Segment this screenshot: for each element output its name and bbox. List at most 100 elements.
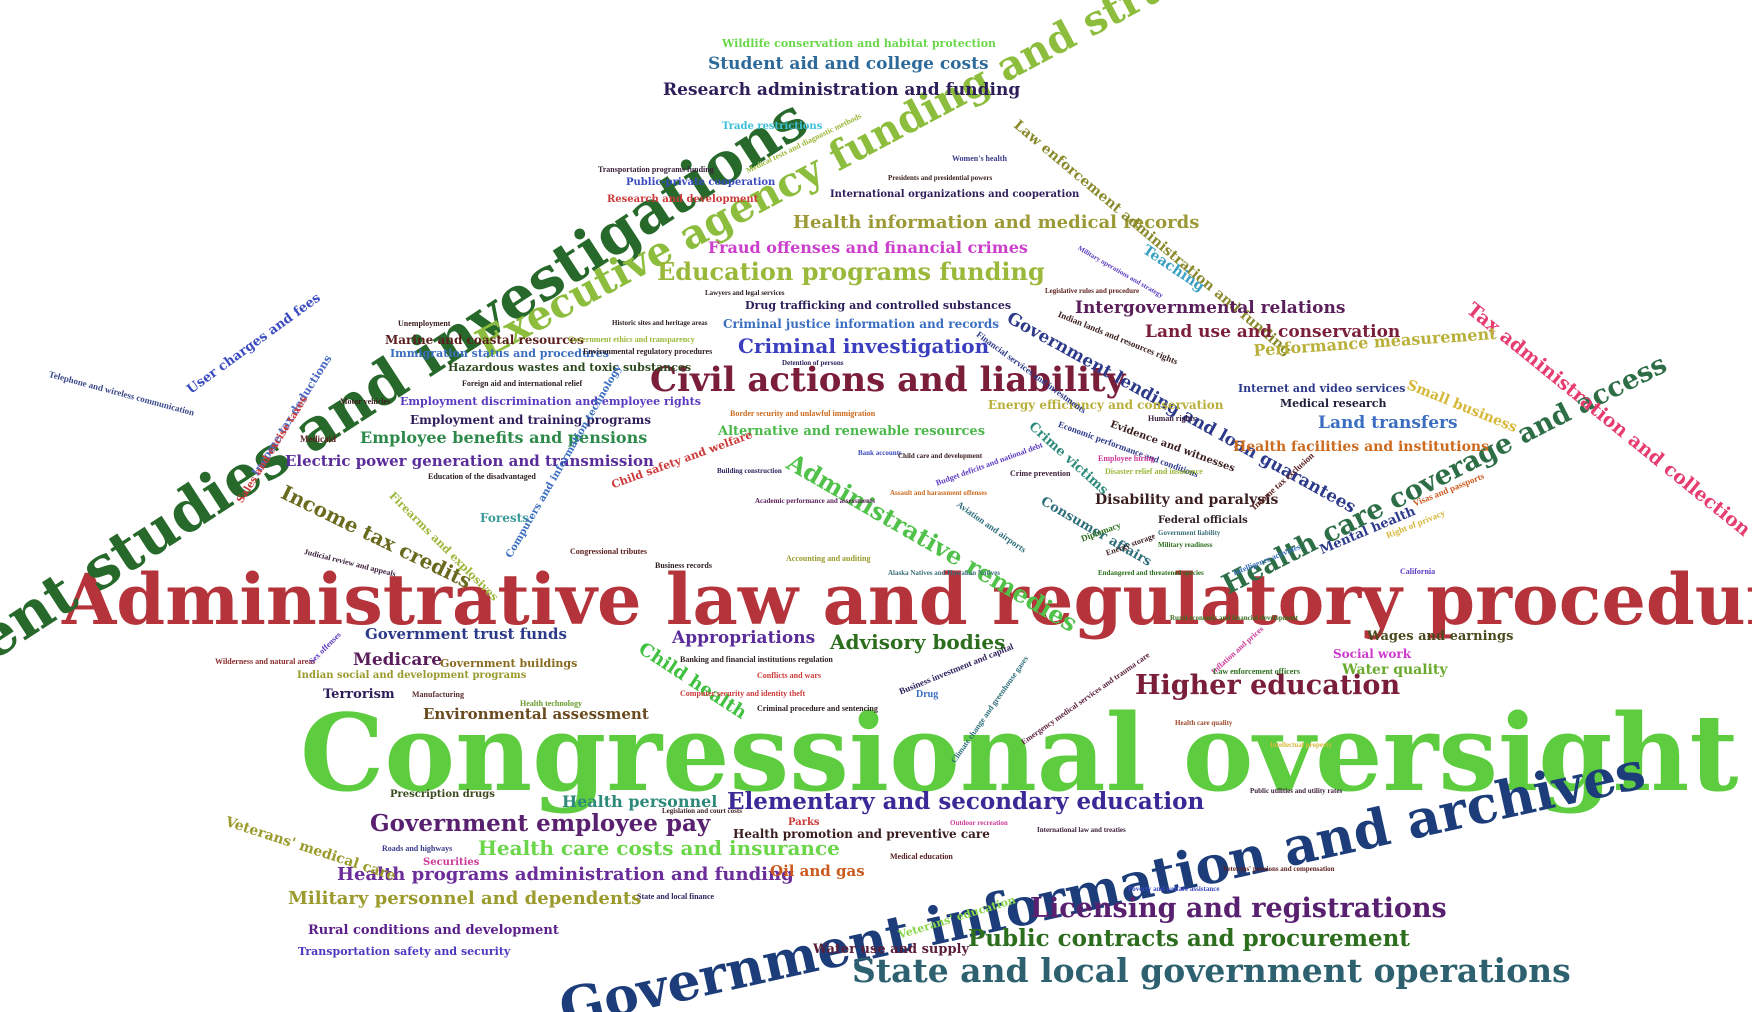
word-criminal-procedure: Criminal procedure and sentencing xyxy=(757,704,878,713)
word-alaska-natives: Alaska Natives and Hawaiian Natives xyxy=(888,569,1001,577)
word-hazardous-wastes: Hazardous wastes and toxic substances xyxy=(448,361,692,374)
word-wages-and-earnings: Wages and earnings xyxy=(1367,629,1514,644)
word-health-care-costs: Health care costs and insurance xyxy=(478,836,840,860)
word-alternative-renewable: Alternative and renewable resources xyxy=(718,424,986,439)
word-disaster-relief: Disaster relief and insurance xyxy=(1105,467,1203,476)
word-medicaid: Medicaid xyxy=(300,434,336,444)
word-gov-employee-pay: Government employee pay xyxy=(370,810,711,837)
word-criminal-investigation: Criminal investigation xyxy=(738,334,990,358)
word-child-care: Child care and development xyxy=(898,452,983,460)
word-internet-video: Internet and video services xyxy=(1238,382,1406,395)
word-legislative-rules: Legislative rules and procedure xyxy=(1045,287,1140,295)
word-education-programs: Education programs funding xyxy=(657,257,1045,286)
word-rural-conditions: Rural conditions and development xyxy=(308,923,559,938)
word-wilderness: Wilderness and natural areas xyxy=(215,657,316,666)
word-oil-and-gas: Oil and gas xyxy=(770,862,865,880)
word-health-information: Health information and medical records xyxy=(793,212,1200,233)
word-health-personnel: Health personnel xyxy=(562,792,718,811)
word-prescription-drugs: Prescription drugs xyxy=(390,789,495,800)
word-water-use: Water use and supply xyxy=(813,942,970,957)
word-environmental-assessment: Environmental assessment xyxy=(423,705,649,723)
word-public-contracts: Public contracts and procurement xyxy=(968,925,1410,952)
word-employee-hiring: Employee hiring xyxy=(1098,454,1155,463)
word-securities: Securities xyxy=(423,857,480,868)
word-research-administration: Research administration and funding xyxy=(663,80,1021,100)
word-roads-highways: Roads and highways xyxy=(382,844,453,853)
word-trade-restrictions: Trade restrictions xyxy=(722,121,823,132)
word-state-local-gov: State and local government operations xyxy=(852,951,1571,990)
word-disability: Disability and paralysis xyxy=(1095,492,1279,508)
word-employment-discrimination: Employment discrimination and employee r… xyxy=(400,395,701,408)
word-licensing: Licensing and registrations xyxy=(1030,893,1447,924)
word-higher-education: Higher education xyxy=(1135,670,1401,701)
word-california: California xyxy=(1400,567,1436,576)
word-elementary-education: Elementary and secondary education xyxy=(727,788,1205,815)
word-state-local-finance: State and local finance xyxy=(637,892,715,901)
word-federal-officials: Federal officials xyxy=(1158,515,1248,526)
word-conflicts-wars: Conflicts and wars xyxy=(757,671,822,680)
word-foreign-aid: Foreign aid and international relief xyxy=(462,379,583,388)
word-bank-accounts: Bank accounts xyxy=(858,449,902,457)
word-health-programs: Health programs administration and fundi… xyxy=(337,864,794,885)
word-forests: Forests xyxy=(480,511,529,525)
word-public-private: Public-private cooperation xyxy=(626,177,776,188)
word-marine-coastal: Marine and coastal resources xyxy=(385,333,584,347)
word-wildlife-conservation: Wildlife conservation and habitat protec… xyxy=(722,37,997,50)
word-crime-prevention: Crime prevention xyxy=(1010,469,1071,478)
word-military-readiness: Military readiness xyxy=(1158,541,1213,549)
word-business-records: Business records xyxy=(655,561,712,570)
word-immigration: Immigration status and procedures xyxy=(390,347,609,360)
word-outdoor-recreation: Outdoor recreation xyxy=(950,819,1008,827)
word-lawyers: Lawyers and legal services xyxy=(705,289,785,297)
word-endangered-species: Endangered and threatened species xyxy=(1098,569,1204,577)
word-administrative-law: Administrative law and regulatory proced… xyxy=(62,558,1752,641)
word-historic-sites: Historic sites and heritage areas xyxy=(612,319,708,327)
word-gov-liability: Government liability xyxy=(1158,529,1221,537)
word-land-transfers: Land transfers xyxy=(1318,413,1458,433)
word-intellectual-property: Intellectual property xyxy=(1270,741,1332,749)
word-research-development: Research and development xyxy=(607,194,759,205)
word-poverty-welfare: Poverty and welfare assistance xyxy=(1128,885,1220,893)
word-criminal-justice-info: Criminal justice information and records xyxy=(723,317,1000,331)
word-land-use: Land use and conservation xyxy=(1145,322,1401,342)
word-drug: Drug xyxy=(916,689,939,700)
word-student-aid: Student aid and college costs xyxy=(708,54,989,74)
word-motor-vehicles: Motor vehicles xyxy=(340,397,391,406)
word-health-care-quality: Health care quality xyxy=(1175,719,1233,727)
word-veterans-pensions: Veterans' pensions and compensation xyxy=(1223,865,1335,873)
word-advisory-bodies: Advisory bodies xyxy=(830,630,1006,654)
word-congressional-oversight: Congressional oversight xyxy=(300,690,1739,815)
word-gov-buildings: Government buildings xyxy=(440,657,578,670)
word-employee-benefits: Employee benefits and pensions xyxy=(360,428,648,447)
word-banking-regulation: Banking and financial institutions regul… xyxy=(680,655,833,664)
word-congressional-tributes: Congressional tributes xyxy=(570,547,647,556)
word-health-facilities: Health facilities and institutions xyxy=(1233,439,1489,455)
word-presidents: Presidents and presidential powers xyxy=(888,174,993,182)
word-transportation-funding: Transportation programs funding xyxy=(598,165,714,174)
word-assault: Assault and harassment offenses xyxy=(890,489,988,497)
word-telephone-wireless: Telephone and wireless communication xyxy=(47,369,196,418)
word-accounting-auditing: Accounting and auditing xyxy=(786,554,871,563)
word-terrorism: Terrorism xyxy=(323,687,395,702)
word-water-quality: Water quality xyxy=(1342,662,1448,678)
word-human-rights: Human rights xyxy=(1148,414,1196,423)
word-detention: Detention of persons xyxy=(782,359,844,367)
word-law-enforcement-officers: Law enforcement officers xyxy=(1213,667,1300,676)
word-medicare: Medicare xyxy=(353,650,443,670)
word-medical-education: Medical education xyxy=(890,852,953,861)
word-user-charges: User charges and fees xyxy=(184,290,324,398)
word-health-promotion: Health promotion and preventive care xyxy=(733,827,990,841)
word-gov-ethics: Government ethics and transparency xyxy=(568,335,695,344)
word-unemployment: Unemployment xyxy=(398,319,451,328)
word-legislation-court-costs: Legislation and court costs xyxy=(662,807,742,815)
word-gov-trust-funds: Government trust funds xyxy=(365,625,567,643)
word-civil-actions: Civil actions and liability xyxy=(650,360,1126,400)
word-education-disadvantaged: Education of the disadvantaged xyxy=(428,472,536,481)
word-transportation-safety: Transportation safety and security xyxy=(298,945,511,958)
word-parks: Parks xyxy=(788,817,820,828)
word-env-regulatory: Environmental regulatory procedures xyxy=(583,347,713,356)
word-medical-research: Medical research xyxy=(1280,397,1387,410)
word-building-construction: Building construction xyxy=(717,467,782,475)
word-indian-social: Indian social and development programs xyxy=(297,670,527,681)
